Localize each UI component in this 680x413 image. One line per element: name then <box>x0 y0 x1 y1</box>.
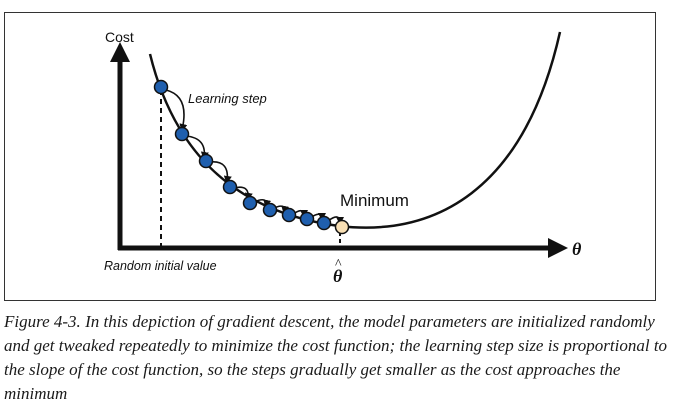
step-points <box>153 79 350 235</box>
minimum-point <box>334 219 350 235</box>
minimum-label: Minimum <box>340 191 409 210</box>
step-arc <box>165 89 188 132</box>
figure-caption: Figure 4-3. In this depiction of gradien… <box>4 310 668 406</box>
x-axis-arrowhead <box>548 238 568 258</box>
step-point <box>174 126 190 142</box>
step-point <box>281 207 297 223</box>
step-point-initial <box>153 79 169 95</box>
figure-number: Figure 4-3. <box>4 312 81 331</box>
theta-hat-accent: ^ <box>335 257 342 272</box>
gradient-descent-diagram: Cost θ Learning step Minimum Random init… <box>104 29 582 286</box>
x-axis-label: θ <box>572 239 582 259</box>
learning-step-label: Learning step <box>188 91 267 106</box>
step-point <box>242 195 258 211</box>
y-axis-arrowhead <box>110 42 130 62</box>
step-point <box>316 215 332 231</box>
step-point <box>222 179 238 195</box>
step-point <box>299 211 315 227</box>
step-arc <box>185 135 209 160</box>
step-point <box>262 202 278 218</box>
theta-hat-label: θ <box>333 266 343 286</box>
random-initial-value-label: Random initial value <box>104 259 217 273</box>
step-point <box>198 153 214 169</box>
y-axis-label: Cost <box>105 29 134 45</box>
caption-text: In this depiction of gradient descent, t… <box>4 312 668 403</box>
